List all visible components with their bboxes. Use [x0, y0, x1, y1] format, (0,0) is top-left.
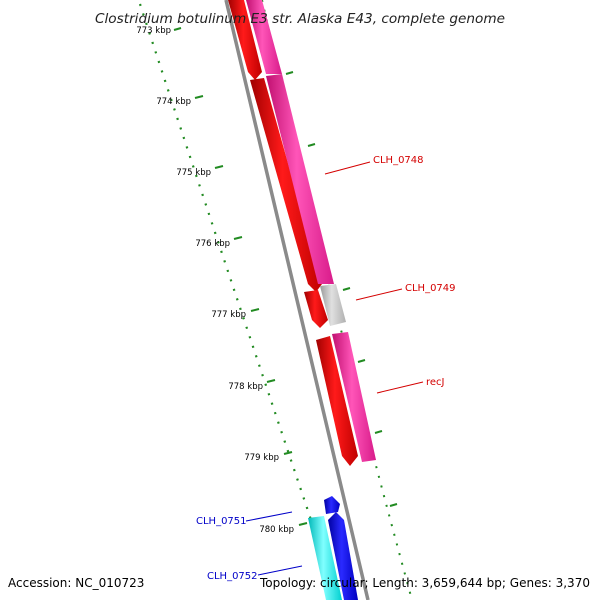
label-leaders	[245, 161, 424, 576]
ruler-tick	[283, 451, 293, 455]
gene-labels: CLH_0748 CLH_0749 recJ CLH_0751 CLH_0752	[196, 155, 456, 582]
backbone-line	[224, 0, 370, 600]
ruler-tick	[266, 379, 276, 383]
cds-feature-clh0749[interactable]	[304, 290, 328, 328]
cds-feature-clh0752[interactable]	[328, 512, 358, 600]
gene-label-clh0748[interactable]: CLH_0748	[373, 155, 424, 166]
ruler-tick	[214, 165, 224, 169]
ruler-tick	[233, 236, 243, 240]
ruler-tick-label: 779 kbp	[244, 453, 279, 463]
gene-feature-clh0748[interactable]	[266, 74, 334, 284]
ruler-tick-label: 777 kbp	[211, 310, 246, 320]
outer-ruler-ticks	[285, 71, 398, 507]
ruler-tick	[173, 27, 182, 31]
gene-label-clh0751[interactable]: CLH_0751	[196, 516, 247, 527]
gene-feature-clh0752[interactable]	[308, 516, 342, 600]
ruler-tick	[250, 308, 260, 312]
gene-label-clh0752[interactable]: CLH_0752	[207, 571, 258, 582]
cds-feature[interactable]	[228, 0, 262, 80]
ruler-ticks: 773 kbp 774 kbp 775 kbp 776 kbp 777 kbp …	[136, 26, 308, 535]
ruler-tick-label: 780 kbp	[259, 525, 294, 535]
gene-label-clh0749[interactable]: CLH_0749	[405, 283, 456, 294]
ruler-tick-label: 773 kbp	[136, 26, 171, 36]
gene-features-forward	[228, 0, 376, 466]
topology-summary: Topology: circular; Length: 3,659,644 bp…	[259, 576, 590, 590]
outer-ruler-track	[261, 0, 413, 600]
gene-features-reverse	[308, 496, 358, 600]
ruler-tick	[298, 522, 308, 526]
ruler-tick-label: 776 kbp	[195, 239, 230, 249]
cds-feature-recj[interactable]	[316, 336, 358, 466]
gene-feature[interactable]	[246, 0, 282, 74]
ruler-tick-label: 778 kbp	[228, 382, 263, 392]
pseudo-feature-clh0749[interactable]	[320, 284, 346, 326]
ruler-tick-label: 775 kbp	[176, 168, 211, 178]
gene-label-recj[interactable]: recJ	[426, 377, 445, 388]
accession-text: Accession: NC_010723	[8, 576, 144, 590]
gene-feature-recj[interactable]	[332, 332, 376, 462]
cds-feature-clh0748[interactable]	[250, 78, 322, 292]
ruler-tick-label: 774 kbp	[156, 97, 191, 107]
cds-feature-clh0751[interactable]	[324, 496, 340, 514]
map-title: Clostridium botulinum E3 str. Alaska E43…	[95, 11, 505, 27]
ruler-tick	[194, 95, 204, 99]
